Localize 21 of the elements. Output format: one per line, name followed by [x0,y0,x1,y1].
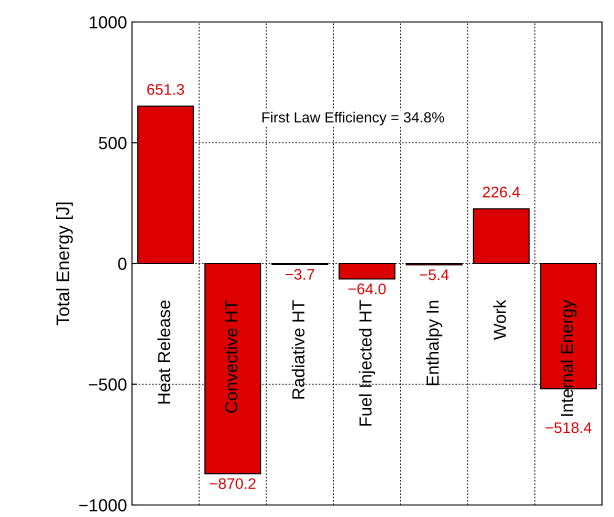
data-label: −64.0 [348,284,386,294]
x-tick-label: Convective HT [224,300,238,413]
data-label: 226.4 [482,186,520,198]
y-tick-label: −1000 [79,499,126,512]
y-tick-label: 500 [98,136,126,150]
data-label: 651.3 [147,84,184,95]
y-tick-label: 0 [118,258,126,270]
x-tick-label: Fuel Injected HT [358,300,376,426]
x-tick-label: Radiative HT [292,300,305,399]
x-tick-label: Work [493,300,506,340]
x-tick-label: Internal Energy [560,300,577,416]
y-tick-label: −500 [88,378,126,391]
x-tick-label: Enthalpy In [426,300,442,386]
y-tick-label: 1000 [90,16,126,28]
data-label: −870.2 [210,478,256,490]
y-axis-title: Total Energy [J] [56,202,73,326]
data-label: −518.4 [546,422,592,434]
data-label: −5.4 [420,270,449,280]
annotation: First Law Efficiency = 34.8% [262,112,444,126]
data-label: −3.7 [286,268,314,280]
x-tick-label: Heat Release [157,300,170,404]
